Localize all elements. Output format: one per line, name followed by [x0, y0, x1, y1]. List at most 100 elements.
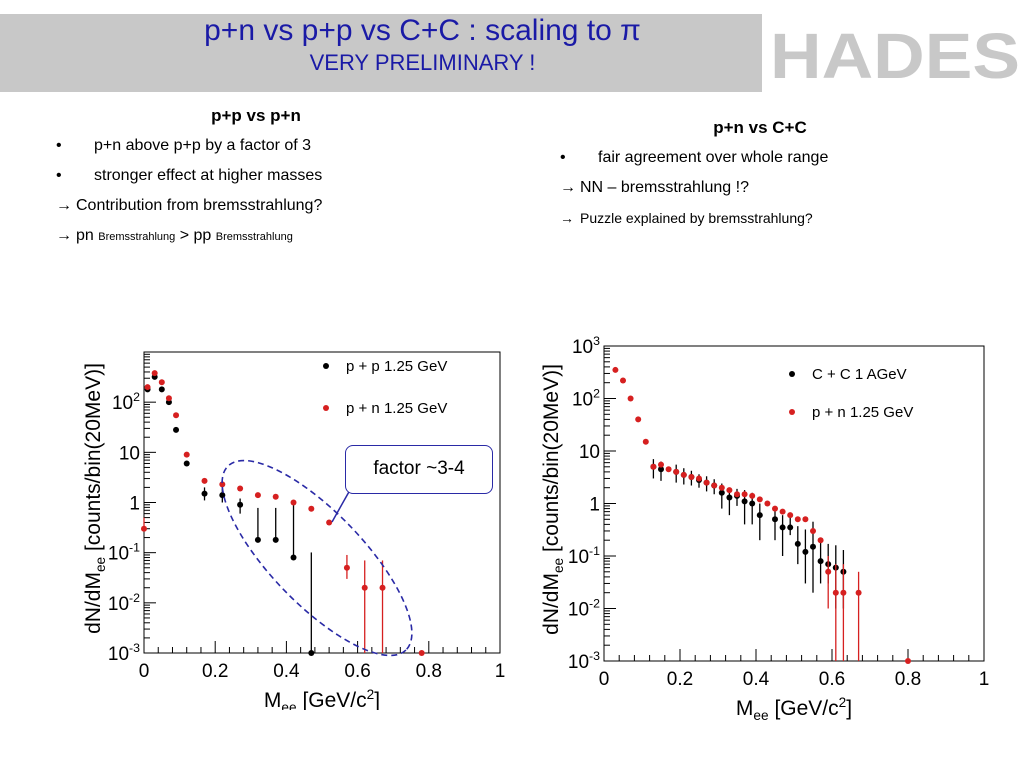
data-point [343, 564, 350, 571]
x-tick-label: 0.4 [743, 669, 770, 690]
data-point [680, 471, 687, 478]
data-point [726, 494, 733, 501]
data-point [635, 416, 642, 423]
data-point [772, 516, 778, 523]
x-tick-label: 0.6 [819, 669, 845, 690]
right-arrow-line-1: → NN – bremsstrahlung !? [560, 179, 749, 196]
data-point [379, 584, 386, 591]
data-point [144, 384, 151, 391]
hades-logo: HADES [762, 14, 1024, 92]
data-point [825, 568, 832, 575]
y-tick-label: 102 [112, 390, 140, 414]
arrow-icon: → [56, 197, 72, 214]
y-tick-label: 10-2 [568, 597, 600, 621]
y-tick-label: 10 [579, 442, 600, 463]
x-axis-label: Mee [GeV/c2] [736, 695, 852, 723]
data-point [665, 466, 672, 473]
data-point [810, 543, 816, 550]
x-tick-label: 1 [495, 661, 506, 682]
data-point [219, 481, 226, 488]
factor-callout: factor ~3-4 [345, 445, 493, 494]
x-tick-label: 0 [599, 669, 610, 690]
data-point [741, 498, 748, 505]
y-axis-label: dN/dMee [counts/bin(20MeV)] [82, 363, 108, 634]
x-axis-label: Mee [GeV/c2] [264, 687, 380, 710]
data-point [787, 524, 794, 531]
legend-label: p + n 1.25 GeV [346, 400, 447, 417]
bullet-glyph: • [560, 149, 566, 166]
data-point [418, 650, 425, 656]
data-point [802, 548, 809, 555]
x-tick-label: 0.8 [895, 669, 921, 690]
data-point [173, 426, 180, 433]
slide-subtitle: VERY PRELIMINARY ! [309, 50, 536, 75]
data-point [201, 477, 208, 484]
y-axis-label: dN/dMee [counts/bin(20MeV)] [540, 364, 566, 635]
data-point [158, 379, 165, 386]
legend-label: p + p 1.25 GeV [346, 358, 447, 375]
right-heading: p+n vs C+C [713, 118, 807, 137]
legend-marker [323, 405, 329, 411]
data-point [165, 395, 172, 402]
data-point [696, 475, 702, 482]
arrow-icon: → [560, 210, 574, 226]
legend-marker [323, 363, 329, 369]
data-point [855, 589, 862, 596]
left-bullet-2: • stronger effect at higher masses [56, 167, 323, 184]
data-point [183, 460, 190, 467]
left-chart: 10-3 10-2 10-1 1 10 102 0 0.2 0.4 0.6 0.8 1 Mee [GeV… [82, 351, 506, 710]
y-tick-label: 1 [129, 494, 140, 515]
legend-label: C + C 1 AGeV [812, 366, 907, 383]
data-point [650, 463, 657, 470]
data-point [718, 484, 725, 491]
y-tick-label: 10-3 [568, 649, 600, 673]
y-tick-label: 10-1 [568, 544, 600, 568]
data-point [658, 466, 664, 473]
x-tick-label: 0.2 [667, 669, 693, 690]
logo-text: HADES [770, 20, 1020, 92]
left-arrow-line-1: → Contribution from bremsstrahlung? [56, 197, 323, 214]
y-tick-label: 10-2 [108, 591, 140, 615]
data-point [756, 512, 763, 519]
data-point [183, 451, 190, 458]
data-point [711, 482, 718, 489]
left-arrow-line-2: → pn Bremsstrahlung > pp Bremsstrahlung [56, 227, 293, 244]
data-point [627, 395, 634, 402]
left-bullet-1: • p+n above p+p by a factor of 3 [56, 137, 312, 154]
data-point [779, 508, 786, 515]
right-text-panel: p+n vs C+C • fair agreement over whole ra… [560, 118, 960, 238]
data-point [237, 501, 244, 508]
data-point [840, 589, 847, 596]
data-point [726, 487, 733, 494]
data-point [802, 516, 809, 523]
right-arrow-line-2: → Puzzle explained by bremsstrahlung? [560, 210, 813, 226]
data-point [905, 658, 911, 664]
data-point [326, 519, 333, 526]
highlight-ellipse [221, 459, 413, 657]
data-point [308, 650, 315, 656]
bullet-glyph: • [56, 167, 62, 184]
data-point [749, 492, 756, 499]
data-point [658, 461, 664, 468]
data-point [237, 485, 244, 492]
plot-frame [603, 345, 985, 662]
data-point [794, 516, 801, 523]
data-point [290, 554, 297, 561]
left-text-panel: p+p vs p+n • p+n above p+p by a factor of… [56, 106, 456, 256]
y-tick-label: 1 [589, 495, 600, 516]
callout-pointer [331, 489, 351, 523]
x-tick-label: 1 [979, 669, 990, 690]
data-point [794, 540, 801, 547]
data-point [201, 490, 208, 497]
data-point [272, 536, 279, 543]
data-point [817, 537, 824, 544]
data-point [832, 589, 839, 596]
y-tick-label: 10-1 [108, 541, 140, 565]
data-point [173, 412, 180, 419]
data-point [151, 370, 158, 377]
data-point [272, 493, 279, 500]
arrow-icon: → [560, 179, 576, 196]
bullet-glyph: • [56, 137, 62, 154]
x-tick-label: 0.6 [344, 661, 370, 682]
data-point [361, 584, 368, 591]
